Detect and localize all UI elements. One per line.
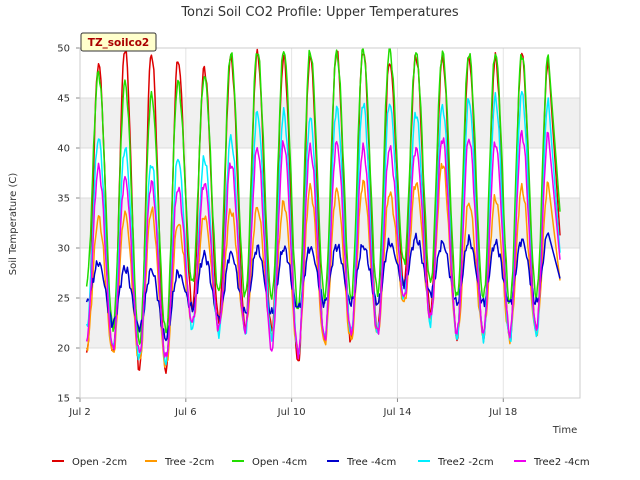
legend-label: Tree -2cm <box>164 457 214 468</box>
legend-item: Tree -4cm <box>327 457 396 468</box>
x-axis-ticks: Jul 2 Jul 6 Jul 10 Jul 14 Jul 18 <box>68 398 517 418</box>
legend-label: Tree2 -4cm <box>533 457 590 468</box>
station-badge: TZ_soilco2 <box>80 32 157 52</box>
legend-label: Open -4cm <box>252 457 307 468</box>
y-tick-label: 40 <box>57 144 70 155</box>
x-tick-label: Jul 10 <box>277 407 306 418</box>
x-tick-label: Jul 18 <box>488 407 517 418</box>
y-axis-label: Soil Temperature (C) <box>8 173 19 276</box>
series-lines <box>85 48 561 375</box>
plot-frame <box>79 47 581 399</box>
x-axis-label: Time <box>552 425 577 436</box>
x-tick-label: Jul 2 <box>68 407 91 418</box>
legend: Open -2cm Tree -2cm Open -4cm Tree -4cm Tree… <box>52 457 590 468</box>
series-line-tree-4cm <box>85 232 561 342</box>
y-tick-label: 15 <box>57 394 70 405</box>
legend-label: Tree2 -2cm <box>437 457 494 468</box>
legend-item: Tree2 -2cm <box>418 457 494 468</box>
series-line-tree2-4cm <box>85 129 561 360</box>
legend-item: Tree -2cm <box>145 457 214 468</box>
x-tick-label: Jul 14 <box>382 407 411 418</box>
chart-title: Tonzi Soil CO2 Profile: Upper Temperatur… <box>180 5 459 20</box>
station-badge-label: TZ_soilco2 <box>88 37 149 49</box>
y-tick-label: 20 <box>57 344 70 355</box>
y-tick-label: 45 <box>57 94 70 105</box>
legend-item: Tree2 -4cm <box>514 457 590 468</box>
y-tick-label: 30 <box>57 244 70 255</box>
series-line-open-4cm <box>85 48 561 345</box>
y-tick-label: 35 <box>57 194 70 205</box>
y-tick-label: 50 <box>57 44 70 55</box>
x-tick-label: Jul 6 <box>174 407 197 418</box>
legend-label: Tree -4cm <box>346 457 396 468</box>
legend-item: Open -4cm <box>232 457 307 468</box>
y-tick-label: 25 <box>57 294 70 305</box>
legend-label: Open -2cm <box>72 457 127 468</box>
y-axis-ticks: 15 20 25 30 35 40 45 50 <box>57 44 80 405</box>
legend-item: Open -2cm <box>52 457 127 468</box>
station-badge-box <box>80 32 157 52</box>
